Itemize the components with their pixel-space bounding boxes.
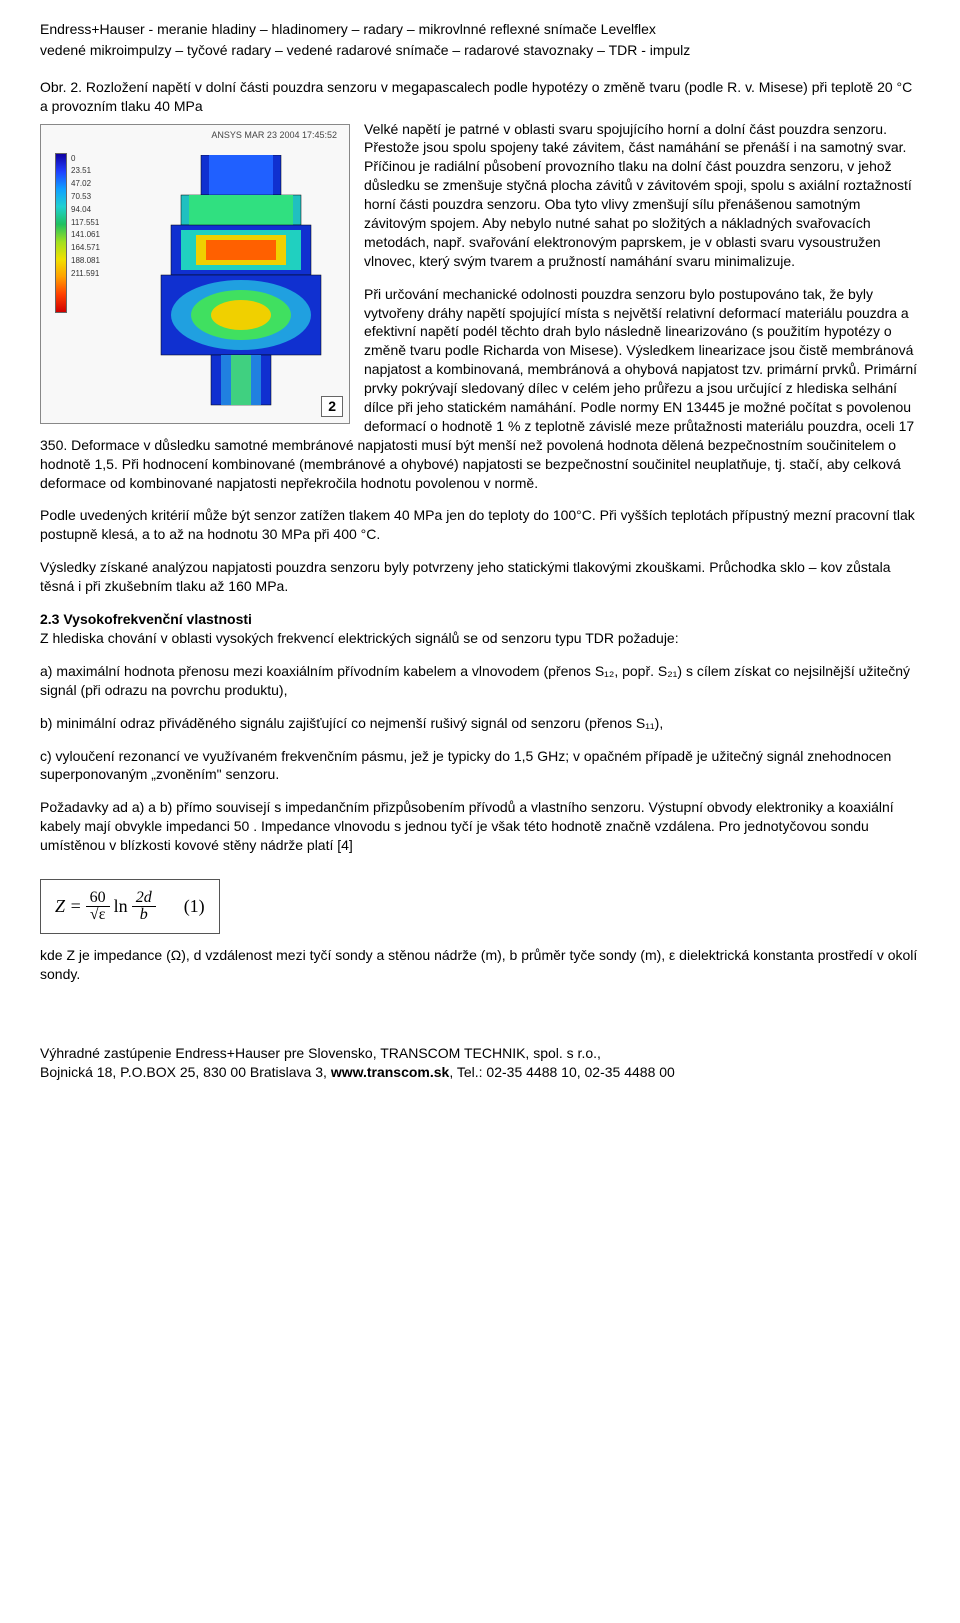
colorbar-value: 141.061	[71, 229, 100, 242]
header-line-2: vedené mikroimpulzy – tyčové radary – ve…	[40, 41, 920, 60]
section-2-3-intro: Z hlediska chování v oblasti vysokých fr…	[40, 629, 920, 648]
colorbar-value: 23.51	[71, 165, 100, 178]
formula-explanation: kde Z je impedance (Ω), d vzdálenost mez…	[40, 946, 920, 984]
requirement-c: c) vyloučení rezonancí ve využívaném fre…	[40, 747, 920, 785]
formula-1-box: Z = 60 √ε ln 2d b (1)	[40, 879, 220, 934]
colorbar-value: 94.04	[71, 204, 100, 217]
paragraph-4: Výsledky získané analýzou napjatosti pou…	[40, 558, 920, 596]
footer-line-2: Bojnická 18, P.O.BOX 25, 830 00 Bratisla…	[40, 1063, 920, 1082]
colorbar-labels: 0 23.51 47.02 70.53 94.04 117.551 141.06…	[71, 153, 100, 281]
colorbar	[55, 153, 67, 313]
footer-line-1: Výhradné zastúpenie Endress+Hauser pre S…	[40, 1044, 920, 1063]
formula-frac-60-eps: 60 √ε	[86, 890, 110, 923]
section-2-3-title: 2.3 Vysokofrekvenční vlastnosti	[40, 610, 920, 629]
formula-ln: ln	[114, 894, 128, 918]
formula-frac-2d-b: 2d b	[132, 890, 156, 923]
colorbar-value: 117.551	[71, 217, 100, 230]
figure-2-box: ANSYS MAR 23 2004 17:45:52 0 23.51 47.02…	[40, 124, 350, 424]
impedance-paragraph: Požadavky ad a) a b) přímo souvisejí s i…	[40, 798, 920, 855]
figure-meta-label: ANSYS MAR 23 2004 17:45:52	[211, 129, 337, 141]
requirement-a: a) maximální hodnota přenosu mezi koaxiá…	[40, 662, 920, 700]
colorbar-value: 47.02	[71, 178, 100, 191]
colorbar-value: 188.081	[71, 255, 100, 268]
sensor-cross-section	[151, 155, 331, 415]
colorbar-value: 0	[71, 153, 100, 166]
page-footer: Výhradné zastúpenie Endress+Hauser pre S…	[40, 1044, 920, 1082]
colorbar-value: 211.591	[71, 268, 100, 281]
header-line-1: Endress+Hauser - meranie hladiny – hladi…	[40, 20, 920, 39]
figure-caption: Obr. 2. Rozložení napětí v dolní části p…	[40, 78, 920, 116]
formula-lhs: Z =	[55, 894, 82, 918]
paragraph-3: Podle uvedených kritérií může být senzor…	[40, 506, 920, 544]
equation-number: (1)	[184, 894, 205, 918]
footer-url: www.transcom.sk	[331, 1064, 450, 1080]
figure-number-badge: 2	[321, 396, 343, 417]
colorbar-value: 70.53	[71, 191, 100, 204]
requirement-b: b) minimální odraz přiváděného signálu z…	[40, 714, 920, 733]
colorbar-value: 164.571	[71, 242, 100, 255]
